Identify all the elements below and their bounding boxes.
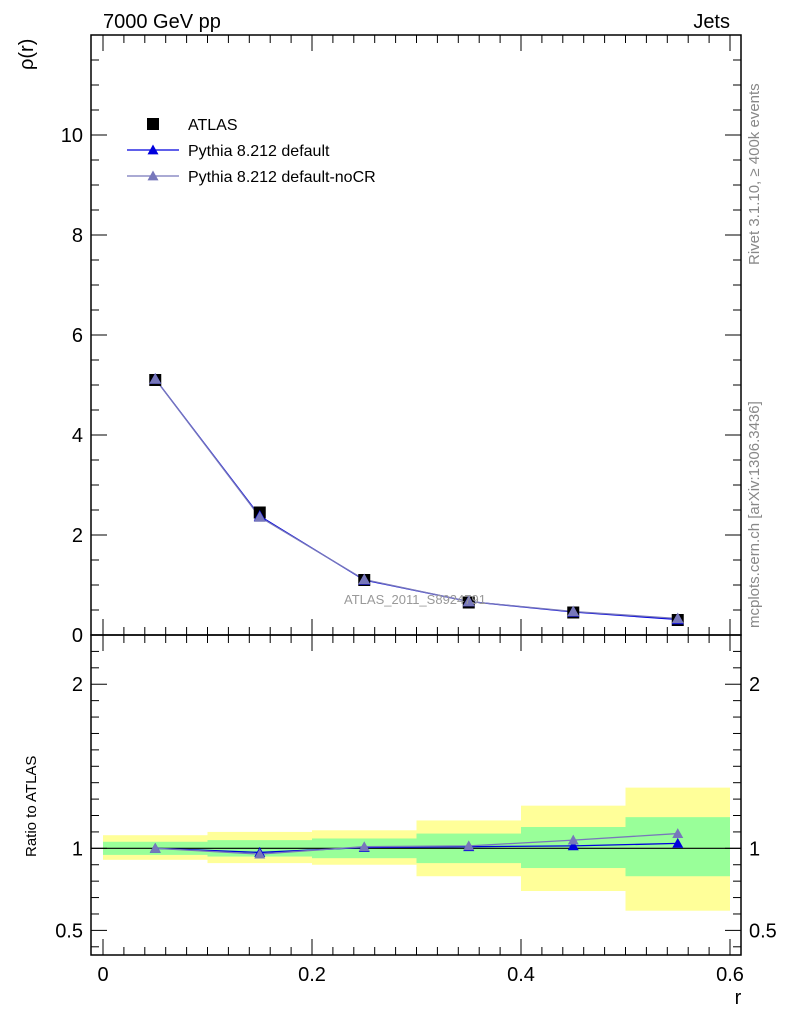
watermark: ATLAS_2011_S8924791 (344, 592, 486, 607)
legend-label: Pythia 8.212 default (188, 143, 330, 160)
ratio-ytick-label-right: 0.5 (749, 920, 777, 942)
ratio-ytick-label: 0.5 (55, 920, 83, 942)
header-right: Jets (693, 11, 730, 33)
rivet-label: Rivet 3.1.10, ≥ 400k events (746, 83, 763, 265)
ratio-data-point (567, 834, 579, 845)
data-point-mc (253, 511, 266, 522)
xtick-label: 0.2 (298, 964, 326, 986)
ratio-ytick-label: 2 (72, 674, 83, 696)
legend-marker (147, 170, 159, 181)
ratio-series-line (155, 832, 678, 855)
main-ylabel: ρ(r) (16, 39, 38, 70)
legend-marker (147, 118, 159, 130)
data-point-mc (462, 595, 475, 607)
x-axis-label: r (735, 987, 742, 1009)
ratio-data-point (463, 840, 475, 851)
data-point-mc (671, 612, 684, 624)
ratio-data-point (149, 842, 161, 853)
series-line (154, 378, 678, 620)
main-ytick-label: 8 (72, 225, 83, 247)
main-ytick-label: 6 (72, 325, 83, 347)
ratio-ytick-label-right: 2 (749, 674, 760, 696)
source-label: mcplots.cern.ch [arXiv:1306.3436] (746, 401, 763, 628)
data-point-mc (358, 573, 371, 585)
series-line (154, 378, 678, 621)
ratio-series-line (155, 842, 678, 854)
data-point-mc (567, 605, 580, 617)
xtick-label: 0 (97, 964, 108, 986)
main-ytick-label: 4 (72, 425, 83, 447)
ratio-ytick-label-right: 1 (749, 838, 760, 860)
xtick-label: 0.4 (507, 964, 535, 986)
ratio-ylabel: Ratio to ATLAS (23, 756, 40, 857)
xtick-label: 0.6 (716, 964, 744, 986)
ratio-data-point (358, 841, 370, 852)
legend-marker (147, 144, 159, 155)
ratio-data-point (254, 848, 266, 859)
ratio-data-point (672, 828, 684, 838)
ratio-ytick-label: 1 (72, 838, 83, 860)
legend-label: ATLAS (188, 117, 238, 134)
main-ytick-label: 0 (72, 625, 83, 647)
main-ytick-label: 10 (61, 125, 83, 147)
ratio-data-point (567, 840, 579, 851)
main-ytick-label: 2 (72, 525, 83, 547)
legend-label: Pythia 8.212 default-noCR (188, 169, 376, 186)
data-point-mc (149, 373, 162, 384)
header-left: 7000 GeV pp (103, 11, 221, 33)
ratio-data-point (672, 837, 684, 848)
